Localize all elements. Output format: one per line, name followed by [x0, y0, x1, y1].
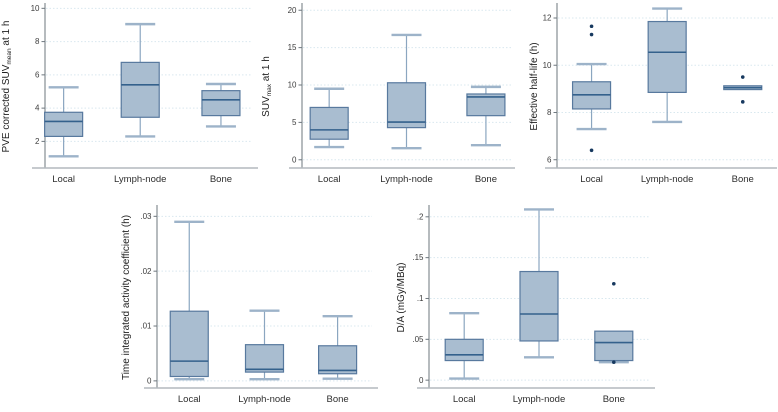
box-group-lymph-node	[244, 309, 285, 381]
iqr-box	[318, 345, 358, 375]
x-category-label: Lymph-node	[238, 394, 290, 405]
x-category-label: Bone	[327, 394, 349, 405]
y-axis-title: D/A (mGy/MBq)	[396, 262, 407, 332]
y-tick-label: 10	[543, 61, 552, 70]
panel-time-integrated-activity-boxplot: 0 .01 .02 .03 Time integrated activity coeff…	[100, 195, 390, 412]
y-tick-label: .02	[140, 267, 152, 276]
box-group-local	[44, 86, 84, 158]
y-tick-label: .1	[417, 294, 424, 303]
iqr-box	[444, 338, 484, 362]
outlier-dot	[740, 75, 745, 79]
outlier-dot	[740, 100, 745, 104]
x-category-label: Bone	[210, 174, 232, 185]
box-group-local	[444, 311, 484, 380]
x-category-label: Local	[453, 394, 476, 405]
panel-suvmax-boxplot: 0 5 10 15 20 SUVmax at 1 h Local Lymph-node Bone	[255, 0, 518, 195]
y-axis-title: SUVmax at 1 h	[261, 56, 273, 117]
y-tick-label: .15	[412, 253, 424, 262]
iqr-box	[594, 330, 634, 362]
box-group-lymph-node	[519, 208, 559, 359]
iqr-box	[201, 90, 241, 117]
x-category-label: Lymph-node	[114, 174, 166, 185]
y-tick-label: 10	[288, 81, 297, 90]
y-tick-label: 6	[547, 155, 552, 164]
y-tick-label: 0	[419, 376, 424, 385]
panel-pve-suvmean-boxplot: 2 4 6 8 10 PVE corrected SUVmean at 1 h Local L…	[0, 0, 259, 195]
iqr-box	[244, 344, 285, 373]
pve-suvmean-chart-svg: 2 4 6 8 10 PVE corrected SUVmean at 1 h Local L…	[1, 3, 258, 185]
y-tick-label: .2	[417, 212, 424, 221]
box-group-lymph-node	[647, 7, 687, 124]
y-tick-label: 8	[35, 37, 40, 46]
x-category-label: Lymph-node	[513, 394, 565, 405]
y-tick-label: .01	[140, 322, 152, 331]
x-category-label: Lymph-node	[641, 174, 693, 185]
dose-per-activity-chart-svg: 0 .05 .1 .15 .2 D/A (mGy/MBq) Local Lymph-node B…	[396, 205, 655, 405]
iqr-box	[519, 270, 559, 342]
time-integrated-activity-coefficient-chart-svg: 0 .01 .02 .03 Time integrated activity coeff…	[121, 205, 378, 405]
outlier-dot	[589, 32, 594, 37]
iqr-box	[120, 61, 160, 118]
y-tick-label: .03	[140, 212, 152, 221]
y-axis-title: Effective half-life (h)	[529, 42, 540, 130]
box-group-bone	[723, 75, 763, 104]
y-tick-label: 2	[35, 137, 40, 146]
y-tick-label: 0	[147, 376, 152, 385]
y-tick-label: 12	[543, 14, 552, 23]
box-group-local	[169, 220, 209, 381]
y-tick-label: 0	[292, 155, 297, 164]
outlier-dot	[612, 360, 616, 364]
box-group-lymph-node	[386, 33, 427, 150]
panel-dose-per-activity-boxplot: 0 .05 .1 .15 .2 D/A (mGy/MBq) Local Lymph-node B…	[390, 195, 670, 412]
y-tick-label: 15	[288, 43, 297, 52]
iqr-box	[44, 111, 84, 137]
x-category-label: Local	[52, 174, 75, 185]
x-category-label: Lymph-node	[380, 174, 432, 185]
iqr-box	[386, 82, 427, 129]
panel-effective-half-life-boxplot: 6 8 10 12 Effective half-life (h) Local Lymph-…	[515, 0, 778, 195]
iqr-box	[309, 106, 349, 140]
y-tick-label: 6	[35, 70, 40, 79]
y-tick-label: 10	[31, 4, 40, 13]
x-category-label: Local	[178, 394, 201, 405]
outlier-dot	[612, 281, 616, 286]
suvmax-chart-svg: 0 5 10 15 20 SUVmax at 1 h Local Lymph-node Bone	[261, 3, 515, 185]
x-category-label: Bone	[732, 174, 754, 185]
y-tick-label: 20	[288, 6, 297, 15]
y-tick-label: 5	[292, 118, 297, 127]
y-tick-label: .05	[412, 335, 424, 344]
effective-half-life-chart-svg: 6 8 10 12 Effective half-life (h) Local Lymph-…	[529, 3, 777, 185]
box-group-lymph-node	[120, 22, 160, 138]
box-group-bone	[594, 281, 634, 364]
box-group-local	[309, 87, 349, 149]
box-group-bone	[201, 82, 241, 128]
outlier-dot	[589, 24, 594, 29]
iqr-box	[466, 93, 506, 117]
y-axis-title: Time integrated activity coefficient (h)	[121, 215, 132, 380]
iqr-box	[647, 20, 687, 94]
x-category-label: Bone	[475, 174, 497, 185]
iqr-box	[169, 310, 209, 378]
y-tick-label: 8	[547, 108, 552, 117]
x-category-label: Local	[318, 174, 341, 185]
box-group-local	[571, 24, 612, 153]
box-group-bone	[318, 314, 358, 380]
y-tick-label: 4	[35, 104, 40, 113]
x-category-label: Local	[580, 174, 603, 185]
box-group-bone	[466, 85, 506, 147]
y-axis-title: PVE corrected SUVmean at 1 h	[1, 21, 13, 153]
outlier-dot	[589, 148, 594, 153]
x-category-label: Bone	[603, 394, 625, 405]
